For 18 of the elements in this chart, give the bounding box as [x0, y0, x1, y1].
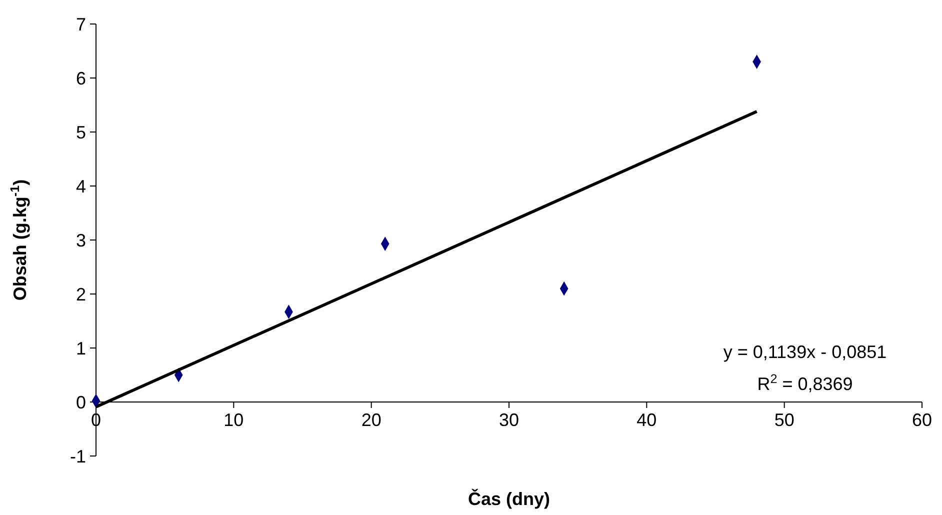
- x-tick-label: 50: [774, 410, 794, 430]
- x-tick-label: 60: [912, 410, 932, 430]
- annotation: y = 0,1139x - 0,0851: [723, 342, 887, 362]
- x-tick-label: 30: [498, 410, 520, 430]
- x-tick-label: 20: [361, 410, 382, 430]
- y-tick-label: 3: [76, 230, 86, 250]
- x-axis-title: Čas (dny): [468, 488, 550, 509]
- x-tick-label: 40: [636, 410, 657, 430]
- y-tick-label: 2: [76, 284, 86, 304]
- y-tick-label: 6: [76, 68, 86, 88]
- annotation: R$^{2}$ = 0,8369: [757, 372, 853, 394]
- x-tick-label: 10: [224, 410, 244, 430]
- y-tick-label: 7: [76, 14, 86, 34]
- y-tick-label: 5: [76, 122, 86, 142]
- y-tick-label: 4: [76, 176, 86, 196]
- y-tick-label: 1: [76, 338, 86, 358]
- y-tick-label: 0: [76, 392, 86, 412]
- y-tick-label: -1: [70, 446, 86, 466]
